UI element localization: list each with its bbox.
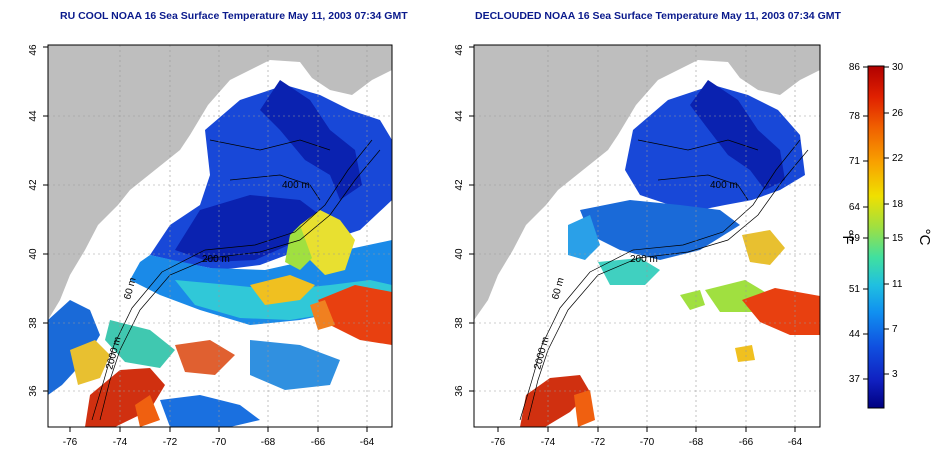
left-panel-title: RU COOL NOAA 16 Sea Surface Temperature … (60, 10, 408, 22)
contour-label-200: 200 m (630, 254, 658, 265)
left-map (48, 45, 392, 427)
colorbar-f-tick: 59 (849, 233, 861, 244)
x-tick: -76 (63, 437, 78, 448)
contour-label-200: 200 m (202, 254, 230, 265)
y-tick: 40 (454, 248, 465, 260)
y-tick: 38 (28, 317, 39, 329)
colorbar-f-tick: 44 (849, 329, 861, 340)
x-tick: -68 (261, 437, 276, 448)
colorbar: 86 78 71 64 59 51 44 37 30 26 22 18 15 1… (839, 62, 933, 409)
y-tick: 38 (454, 317, 465, 329)
x-tick: -64 (360, 437, 375, 448)
bathymetry-contours-right (519, 139, 809, 421)
left-x-axis: -76 -74 -72 -70 -68 -66 -64 (63, 427, 375, 448)
y-tick: 46 (28, 44, 39, 56)
celsius-unit-label: °C (916, 229, 933, 246)
colorbar-c-tick: 26 (892, 108, 904, 119)
contour-label-400: 400 m (282, 180, 310, 191)
colorbar-f-tick: 78 (849, 111, 861, 122)
x-tick: -72 (163, 437, 178, 448)
x-tick: -74 (541, 437, 556, 448)
left-y-axis: 36 38 40 42 44 46 (28, 44, 48, 397)
bathymetry-contours-left (91, 139, 381, 421)
colorbar-c-tick: 3 (892, 369, 898, 380)
grid-left (48, 45, 392, 427)
x-tick: -66 (311, 437, 326, 448)
y-tick: 42 (28, 179, 39, 191)
colorbar-f-tick: 71 (849, 156, 861, 167)
y-tick: 36 (454, 385, 465, 397)
left-map-frame (47, 44, 393, 428)
fahrenheit-unit-label: °F (839, 229, 856, 244)
colorbar-f-tick: 64 (849, 202, 861, 213)
land-left (48, 45, 392, 320)
x-tick: -70 (640, 437, 655, 448)
y-tick: 46 (454, 44, 465, 56)
right-x-axis: -76 -74 -72 -70 -68 -66 -64 (491, 427, 803, 448)
colorbar-c-tick: 22 (892, 153, 904, 164)
x-tick: -72 (591, 437, 606, 448)
y-tick: 44 (454, 110, 465, 122)
colorbar-scale (867, 65, 885, 409)
x-tick: -64 (788, 437, 803, 448)
colorbar-f-tick: 37 (849, 374, 861, 385)
x-tick: -76 (491, 437, 506, 448)
colorbar-f-tick: 51 (849, 284, 861, 295)
y-tick: 42 (454, 179, 465, 191)
x-tick: -68 (689, 437, 704, 448)
land-right (474, 45, 820, 320)
colorbar-c-tick: 18 (892, 199, 904, 210)
sst-field-left (48, 80, 392, 427)
right-y-axis: 36 38 40 42 44 46 (454, 44, 474, 397)
colorbar-c-tick: 15 (892, 233, 904, 244)
colorbar-c-tick: 7 (892, 324, 898, 335)
colorbar-c-tick: 11 (892, 279, 903, 290)
y-tick: 44 (28, 110, 39, 122)
x-tick: -70 (212, 437, 227, 448)
right-map (474, 45, 820, 427)
y-tick: 36 (28, 385, 39, 397)
x-tick: -74 (113, 437, 128, 448)
colorbar-f-tick: 86 (849, 62, 861, 73)
colorbar-c-tick: 30 (892, 62, 904, 73)
contour-label-400: 400 m (710, 180, 738, 191)
right-panel-title: DECLOUDED NOAA 16 Sea Surface Temperatur… (475, 10, 841, 22)
x-tick: -66 (739, 437, 754, 448)
grid-right (474, 45, 820, 427)
y-tick: 40 (28, 248, 39, 260)
